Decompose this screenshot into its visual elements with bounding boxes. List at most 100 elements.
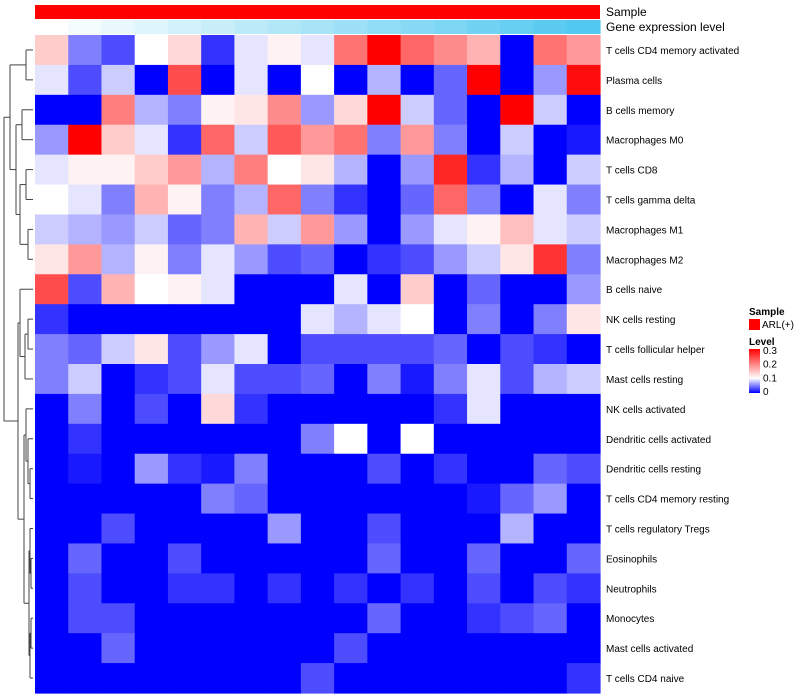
heatmap-cell <box>234 94 269 126</box>
heatmap-cell <box>300 423 335 455</box>
heatmap-cell <box>68 154 103 186</box>
row-label: Eosinophils <box>606 554 657 565</box>
heatmap-cell <box>35 334 69 365</box>
heatmap-cell <box>533 423 568 455</box>
heatmap-cell <box>300 334 335 365</box>
heatmap-cell <box>267 663 302 694</box>
heatmap-cell <box>201 573 236 604</box>
heatmap-cell <box>533 244 568 275</box>
heatmap-cell <box>367 573 402 604</box>
heatmap-cell <box>467 543 501 574</box>
heatmap-cell <box>101 334 136 365</box>
heatmap-cell <box>267 453 302 485</box>
legend-tick-label: 0.2 <box>763 360 777 371</box>
heatmap-cell <box>533 154 568 186</box>
heatmap-cell <box>134 423 169 455</box>
heatmap-cell <box>433 483 468 515</box>
heatmap-cell <box>234 274 269 305</box>
expression-annotation-bar <box>35 20 601 34</box>
heatmap-cell <box>433 304 468 335</box>
heatmap-cell <box>201 423 236 455</box>
heatmap-cell <box>201 184 236 216</box>
heatmap-cell <box>68 483 103 515</box>
expression-bar-cell <box>334 20 368 34</box>
legend-sample-swatch <box>749 319 760 330</box>
heatmap-cell <box>500 124 535 156</box>
heatmap-cell <box>134 184 169 216</box>
heatmap-cell <box>68 573 103 604</box>
heatmap-cell <box>201 364 236 395</box>
heatmap-cell <box>367 154 402 186</box>
expression-bar-cell <box>566 20 601 34</box>
heatmap-cell <box>267 393 302 425</box>
heatmap-cell <box>134 633 169 664</box>
heatmap-cell <box>467 184 501 216</box>
heatmap-cell <box>367 244 402 275</box>
heatmap-cell <box>167 364 202 395</box>
heatmap-cell <box>400 603 435 634</box>
heatmap-cell <box>300 633 335 664</box>
heatmap-cell <box>134 35 169 66</box>
heatmap-cell <box>234 304 269 335</box>
legend-sample-title: Sample <box>749 307 785 318</box>
heatmap-cell <box>533 483 568 515</box>
heatmap-cell <box>367 334 402 365</box>
heatmap-cell <box>300 453 335 485</box>
heatmap-cell <box>500 543 535 574</box>
heatmap-cell <box>68 244 103 275</box>
heatmap-cell <box>234 154 269 186</box>
heatmap-cell <box>400 513 435 545</box>
heatmap-cells <box>35 35 601 694</box>
heatmap-cell <box>134 214 169 245</box>
heatmap-cell <box>367 513 402 545</box>
heatmap-cell <box>334 94 368 126</box>
heatmap-cell <box>35 274 69 305</box>
heatmap-cell <box>134 663 169 694</box>
heatmap-cell <box>101 483 136 515</box>
heatmap-cell <box>35 603 69 634</box>
heatmap-cell <box>500 364 535 395</box>
heatmap-cell <box>267 423 302 455</box>
heatmap-cell <box>267 483 302 515</box>
heatmap-cell <box>35 304 69 335</box>
heatmap-cell <box>467 423 501 455</box>
heatmap-cell <box>566 453 601 485</box>
heatmap-cell <box>201 633 236 664</box>
sample-bar-fill <box>35 5 600 19</box>
heatmap-cell <box>167 124 202 156</box>
heatmap-cell <box>433 94 468 126</box>
heatmap-cell <box>566 663 601 694</box>
heatmap-cell <box>533 334 568 365</box>
heatmap-cell <box>68 35 103 66</box>
heatmap-cell <box>234 483 269 515</box>
heatmap-cell <box>334 423 368 455</box>
heatmap-cell <box>533 94 568 126</box>
heatmap-cell <box>433 453 468 485</box>
heatmap-cell <box>167 453 202 485</box>
legend-tick-label: 0.1 <box>763 373 777 384</box>
heatmap-cell <box>68 304 103 335</box>
heatmap-cell <box>500 274 535 305</box>
heatmap-cell <box>300 513 335 545</box>
heatmap-cell <box>500 663 535 694</box>
row-label: Plasma cells <box>606 76 662 87</box>
heatmap-cell <box>201 94 236 126</box>
heatmap-cell <box>467 483 501 515</box>
heatmap-cell <box>68 453 103 485</box>
heatmap-cell <box>267 633 302 664</box>
heatmap-cell <box>234 124 269 156</box>
heatmap-cell <box>467 513 501 545</box>
heatmap-cell <box>101 513 136 545</box>
heatmap-cell <box>234 64 269 96</box>
heatmap-cell <box>35 543 69 574</box>
heatmap-cell <box>533 184 568 216</box>
heatmap-cell <box>467 573 501 604</box>
heatmap-cell <box>201 214 236 245</box>
expression-bar-cell <box>35 20 69 34</box>
heatmap-cell <box>467 633 501 664</box>
heatmap-cell <box>566 304 601 335</box>
heatmap-cell <box>300 393 335 425</box>
heatmap-cell <box>167 393 202 425</box>
expression-bar-cell <box>101 20 136 34</box>
heatmap-cell <box>134 573 169 604</box>
